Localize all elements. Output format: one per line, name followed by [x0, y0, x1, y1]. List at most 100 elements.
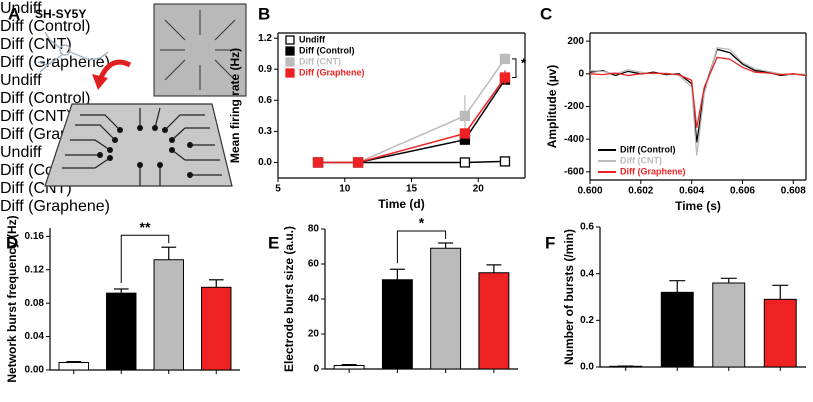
- x-tick-label: 0.602: [628, 186, 653, 197]
- legend-label: Diff (Control): [620, 144, 675, 154]
- bar: [106, 292, 137, 371]
- bar: [153, 259, 184, 371]
- marker: [312, 157, 324, 168]
- marker: [352, 157, 364, 168]
- y-tick-label: 0.2: [580, 315, 594, 326]
- y-axis-label: Mean firing rate (Hz): [228, 48, 242, 163]
- y-tick-label: 0.6: [580, 222, 594, 233]
- panel-label: C: [540, 4, 552, 23]
- x-tick-label: Diff (Graphene): [0, 54, 110, 71]
- series-line: [318, 79, 506, 164]
- y-tick-label: -600: [564, 166, 584, 177]
- legend-label: Diff (Graphene): [620, 166, 686, 176]
- panel-label: D: [6, 233, 18, 252]
- y-tick-label: 0.08: [25, 298, 45, 309]
- y-tick-label: 0: [578, 68, 584, 79]
- x-tick-label: Diff (CNT): [0, 108, 72, 125]
- significance-label: *: [521, 56, 527, 71]
- x-axis-label: Time (d): [378, 197, 424, 211]
- x-tick-label: Diff (Control): [0, 90, 91, 107]
- bar: [660, 291, 694, 368]
- legend-marker: [285, 35, 295, 45]
- x-axis-label: Time (s): [675, 199, 721, 213]
- y-tick-label: 0.9: [258, 64, 272, 75]
- significance-bracket: [120, 234, 170, 283]
- bar: [381, 279, 413, 370]
- x-tick-label: 0.604: [679, 186, 704, 197]
- marker: [499, 156, 511, 167]
- bar: [609, 365, 643, 368]
- marker: [459, 110, 471, 122]
- bar: [333, 365, 365, 370]
- significance-label: *: [419, 215, 425, 231]
- y-axis-label: Number of bursts (/min): [562, 229, 576, 365]
- y-tick-label: 0.0: [580, 362, 594, 373]
- bar: [763, 298, 797, 368]
- x-tick-label: Diff (Control): [0, 18, 91, 35]
- x-tick-label: 0.608: [781, 186, 806, 197]
- panel-label: A: [8, 4, 20, 23]
- y-tick-label: 0.3: [258, 126, 272, 137]
- panel-label: F: [545, 233, 555, 252]
- x-tick-label: Diff (Graphene): [0, 198, 110, 215]
- y-axis-label: Amplitude (µv): [545, 65, 559, 149]
- y-tick-label: 60: [308, 259, 320, 270]
- legend-label: Undiff: [299, 34, 326, 44]
- x-tick-label: 10: [339, 184, 351, 195]
- y-axis-label: Electrode burst size (a.u.): [282, 226, 296, 372]
- y-tick-label: 0.4: [580, 268, 594, 279]
- legend-marker: [285, 46, 295, 56]
- x-tick-label: Diff (CNT): [0, 36, 72, 53]
- cell-line-title: SH-SY5Y: [35, 7, 86, 21]
- y-tick-label: 0.16: [25, 231, 45, 242]
- significance-label: **: [140, 219, 151, 235]
- panel-label: B: [258, 4, 270, 23]
- x-tick-label: Undiff: [0, 144, 42, 161]
- significance-bracket: [511, 58, 517, 79]
- series-line: [318, 77, 506, 164]
- y-tick-label: 80: [308, 224, 320, 235]
- legend-label: Diff (CNT): [299, 56, 341, 66]
- x-tick-label: 5: [275, 184, 281, 195]
- series-line: [589, 56, 807, 128]
- bar: [201, 286, 232, 371]
- legend-marker: [285, 68, 295, 78]
- legend-label: Diff (Control): [299, 45, 354, 55]
- series-line: [589, 46, 807, 156]
- bar: [478, 272, 510, 370]
- marker: [459, 157, 471, 168]
- legend-label: Diff (CNT): [620, 155, 662, 165]
- y-tick-label: 0.0: [258, 157, 272, 168]
- y-tick-label: 0.04: [25, 331, 45, 342]
- bar: [712, 282, 746, 368]
- marker: [499, 72, 511, 83]
- significance-bracket: [396, 230, 447, 264]
- y-tick-label: -400: [564, 134, 584, 145]
- y-tick-label: 40: [308, 294, 320, 305]
- series-line: [589, 48, 807, 143]
- y-tick-label: 20: [308, 329, 320, 340]
- y-tick-label: 1.2: [258, 33, 272, 44]
- x-tick-label: 20: [473, 184, 485, 195]
- bar: [58, 361, 89, 371]
- y-tick-label: 0.12: [25, 264, 45, 275]
- panel-label: E: [268, 233, 279, 252]
- x-tick-label: 0.600: [577, 186, 602, 197]
- bar: [430, 247, 462, 370]
- x-tick-label: Undiff: [0, 0, 42, 17]
- x-tick-label: 0.606: [730, 186, 755, 197]
- y-tick-label: 200: [567, 36, 584, 47]
- marker: [499, 53, 511, 65]
- y-tick-label: 0: [313, 364, 319, 375]
- marker: [459, 128, 471, 139]
- illustration: [37, 3, 247, 187]
- legend-marker: [285, 57, 295, 67]
- y-axis-label: Network burst frequency (Hz): [5, 215, 19, 382]
- legend-label: Diff (Graphene): [299, 67, 365, 77]
- y-tick-label: 0.00: [25, 365, 45, 376]
- x-tick-label: 15: [406, 184, 418, 195]
- x-tick-label: Undiff: [0, 72, 42, 89]
- y-tick-label: -200: [564, 101, 584, 112]
